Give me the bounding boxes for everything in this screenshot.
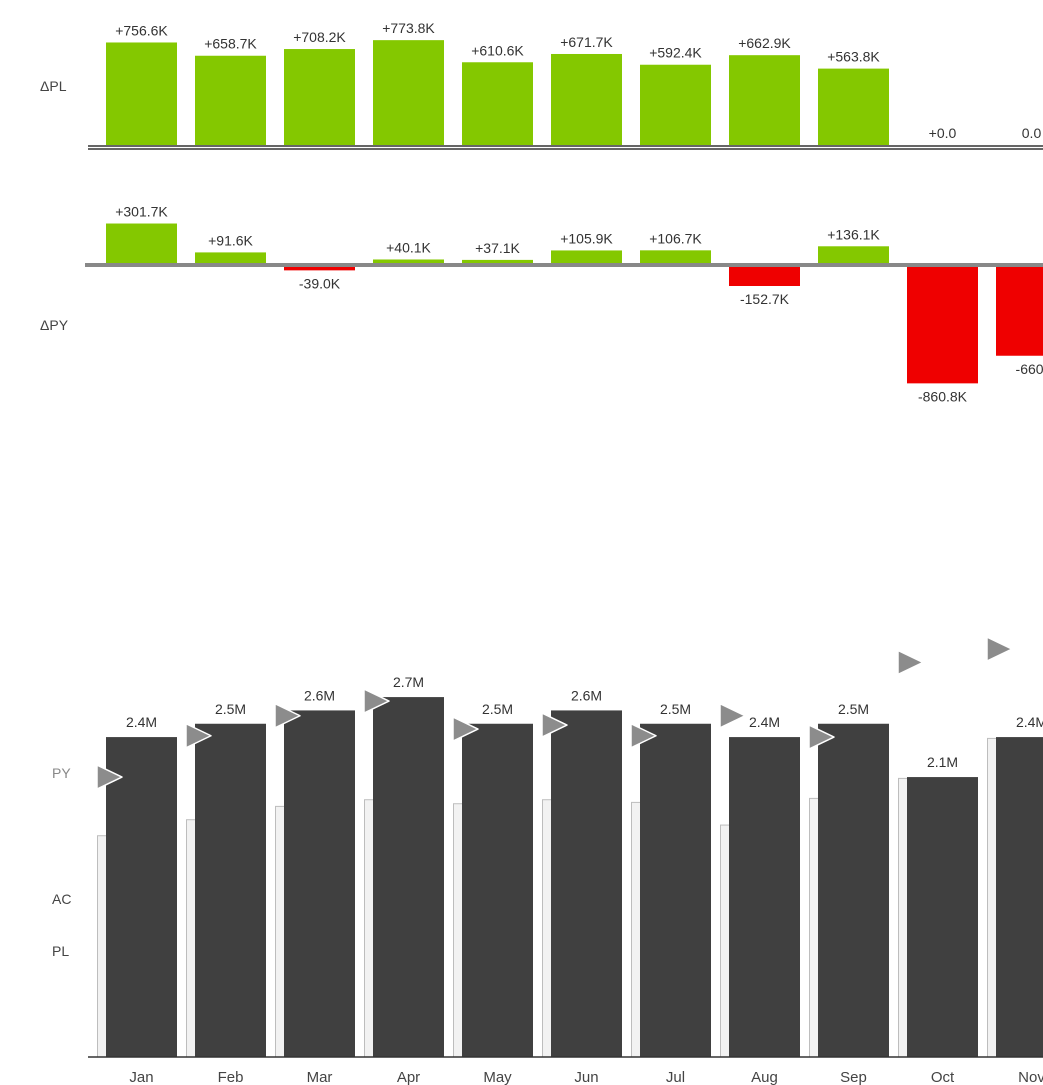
dpl-bar-jun xyxy=(551,53,622,145)
dpl-value-label-aug: +662.9K xyxy=(738,35,791,51)
dpl-bar-jan xyxy=(106,42,177,146)
dpy-value-label-jan: +301.7K xyxy=(115,204,168,220)
py-marker-apr xyxy=(363,688,390,714)
dpl-chart: +756.6K +658.7K +708.2K +773.8K +610.6K +671.… xyxy=(88,20,1043,150)
ac-bar-jul xyxy=(640,723,711,1057)
ac-value-label-jul: 2.5M xyxy=(660,701,691,717)
ac-value-label-jun: 2.6M xyxy=(571,687,602,703)
dpl-bar-feb xyxy=(195,55,266,145)
pl-row-label: PL xyxy=(52,943,69,959)
dpy-bar-apr xyxy=(373,259,444,265)
ac-bar-mar xyxy=(284,710,355,1057)
x-tick-label-feb: Feb xyxy=(218,1069,244,1085)
dpy-value-label-aug: -152.7K xyxy=(740,291,790,307)
ac-bar-aug xyxy=(729,737,800,1057)
x-tick-label-aug: Aug xyxy=(751,1069,778,1085)
dpl-value-label-jul: +592.4K xyxy=(649,45,702,61)
dpy-bar-oct xyxy=(907,265,978,384)
dpy-chart: +301.7K +91.6K -39.0K +40.1K +37.1K +105.9K +1… xyxy=(85,204,1043,404)
ac-value-label-aug: 2.4M xyxy=(749,714,780,730)
ac-pl-py-chart: 2.4M Jan 2.5M Feb 2.6M Mar 2.7M Apr 2.5M May 2.6M J… xyxy=(88,636,1043,1085)
x-tick-label-sep: Sep xyxy=(840,1069,867,1085)
dpl-value-label-nov: 0.0 xyxy=(1022,125,1042,141)
py-marker-sep xyxy=(808,724,835,750)
dpy-bar-mar xyxy=(284,265,355,271)
x-tick-label-jan: Jan xyxy=(129,1069,153,1085)
ac-value-label-nov: 2.4M xyxy=(1016,714,1043,730)
dpy-value-label-sep: +136.1K xyxy=(827,226,880,242)
dpy-value-label-jul: +106.7K xyxy=(649,230,702,246)
dpy-bar-sep xyxy=(818,246,889,265)
py-marker-oct xyxy=(897,649,924,676)
dpl-bar-mar xyxy=(284,49,355,146)
dpl-row-label: ΔPL xyxy=(40,78,67,94)
dpy-value-label-mar: -39.0K xyxy=(299,275,341,291)
dpy-value-label-jun: +105.9K xyxy=(560,230,613,246)
dpy-bar-jun xyxy=(551,250,622,265)
ac-value-label-feb: 2.5M xyxy=(215,701,246,717)
ac-bar-nov xyxy=(996,737,1043,1057)
dpl-bar-aug xyxy=(729,55,800,146)
dpy-value-label-nov: -660. xyxy=(1016,361,1043,377)
py-marker-jan xyxy=(96,764,123,790)
ac-bar-feb xyxy=(195,723,266,1057)
dpl-value-label-jun: +671.7K xyxy=(560,34,613,50)
ac-bar-sep xyxy=(818,723,889,1057)
ac-value-label-oct: 2.1M xyxy=(927,754,958,770)
dpy-row-label: ΔPY xyxy=(40,317,69,333)
ac-bar-may xyxy=(462,723,533,1057)
ac-row-label: AC xyxy=(52,891,71,907)
dpy-bar-feb xyxy=(195,252,266,265)
dpl-value-label-feb: +658.7K xyxy=(204,36,257,52)
ac-value-label-sep: 2.5M xyxy=(838,701,869,717)
ac-bar-jun xyxy=(551,710,622,1057)
ac-bar-apr xyxy=(373,697,444,1057)
x-tick-label-jul: Jul xyxy=(666,1069,685,1085)
dpy-bar-may xyxy=(462,259,533,265)
ac-bar-jan xyxy=(106,737,177,1057)
x-tick-label-mar: Mar xyxy=(307,1069,333,1085)
py-marker-jul xyxy=(630,722,657,749)
py-marker-mar xyxy=(274,703,301,729)
x-tick-label-apr: Apr xyxy=(397,1069,420,1085)
py-marker-aug xyxy=(719,703,746,729)
py-marker-may xyxy=(452,716,479,742)
x-tick-label-nov: Nov xyxy=(1018,1069,1043,1085)
dpy-value-label-feb: +91.6K xyxy=(208,232,253,248)
ac-value-label-may: 2.5M xyxy=(482,701,513,717)
dpl-value-label-may: +610.6K xyxy=(471,42,524,58)
dpl-value-label-jan: +756.6K xyxy=(115,22,168,38)
ac-value-label-apr: 2.7M xyxy=(393,674,424,690)
x-tick-label-jun: Jun xyxy=(574,1069,598,1085)
py-marker-feb xyxy=(185,722,212,749)
dpl-value-label-sep: +563.8K xyxy=(827,49,880,65)
py-row-label: PY xyxy=(52,765,71,781)
dpl-bar-sep xyxy=(818,68,889,145)
dpy-value-label-may: +37.1K xyxy=(475,240,520,256)
dpy-value-label-apr: +40.1K xyxy=(386,239,431,255)
py-marker-nov xyxy=(986,636,1013,662)
ac-value-label-jan: 2.4M xyxy=(126,714,157,730)
dpy-bar-aug xyxy=(729,265,800,286)
ac-bar-oct xyxy=(907,777,978,1057)
dpy-bar-jul xyxy=(640,250,711,265)
py-marker-jun xyxy=(541,712,568,738)
x-tick-label-oct: Oct xyxy=(931,1069,955,1085)
dpl-bar-apr xyxy=(373,40,444,145)
dpy-bar-jan xyxy=(106,223,177,265)
dpl-value-label-mar: +708.2K xyxy=(293,29,346,45)
dpl-bar-may xyxy=(462,62,533,145)
ac-value-label-mar: 2.6M xyxy=(304,687,335,703)
x-tick-label-may: May xyxy=(483,1069,512,1085)
dpl-value-label-apr: +773.8K xyxy=(382,20,435,36)
dpl-bar-jul xyxy=(640,64,711,145)
dpy-value-label-oct: -860.8K xyxy=(918,388,968,404)
dpy-bar-nov xyxy=(996,265,1043,356)
dpl-value-label-oct: +0.0 xyxy=(929,125,957,141)
